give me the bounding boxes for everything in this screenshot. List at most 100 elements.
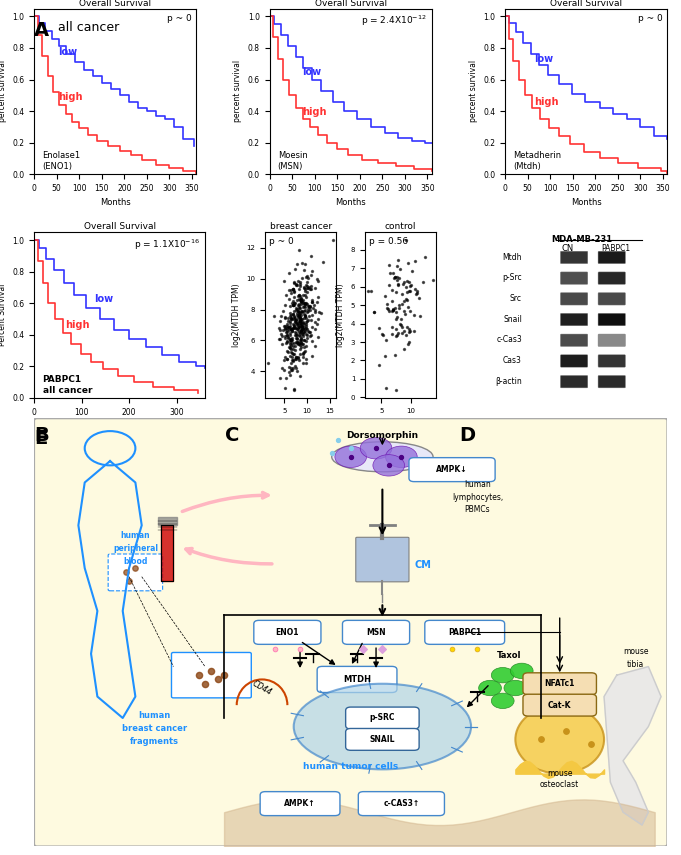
- Point: [289, 297, 300, 310]
- Point: [305, 283, 316, 297]
- Point: [377, 328, 388, 342]
- Point: [285, 333, 296, 346]
- Point: [280, 331, 291, 345]
- Point: [345, 441, 356, 455]
- Point: [302, 271, 313, 285]
- Point: [312, 272, 323, 286]
- Point: [399, 307, 410, 321]
- Text: peripheral: peripheral: [113, 544, 158, 553]
- Text: Mtdh: Mtdh: [503, 252, 522, 262]
- Ellipse shape: [332, 442, 433, 472]
- Text: E: E: [34, 429, 47, 448]
- Point: [285, 283, 296, 297]
- FancyBboxPatch shape: [409, 457, 495, 481]
- Point: [405, 325, 415, 339]
- Point: [296, 304, 306, 317]
- Point: [560, 724, 571, 738]
- FancyBboxPatch shape: [598, 313, 625, 326]
- Point: [287, 353, 298, 367]
- Text: PBMCs: PBMCs: [464, 505, 490, 515]
- Point: [295, 369, 306, 383]
- FancyBboxPatch shape: [598, 355, 625, 367]
- FancyBboxPatch shape: [317, 666, 397, 693]
- Point: [287, 298, 298, 312]
- Point: [274, 321, 285, 335]
- Point: [285, 316, 296, 330]
- Point: [283, 332, 294, 345]
- Point: [288, 294, 299, 308]
- Point: [302, 304, 313, 317]
- Point: [291, 333, 302, 346]
- Point: [289, 328, 300, 342]
- Ellipse shape: [294, 684, 471, 770]
- Point: [287, 282, 298, 296]
- Point: [298, 326, 308, 339]
- Point: [292, 309, 303, 322]
- Point: [278, 322, 289, 336]
- Text: PABPC1: PABPC1: [448, 628, 481, 637]
- Point: [291, 277, 302, 291]
- Point: [298, 293, 308, 307]
- Point: [285, 335, 296, 349]
- Text: human: human: [464, 480, 491, 489]
- Point: [289, 343, 300, 357]
- Point: [297, 305, 308, 319]
- Point: [290, 311, 301, 325]
- Point: [391, 328, 402, 342]
- Point: [392, 274, 402, 287]
- Point: [302, 268, 313, 282]
- Point: [280, 311, 291, 325]
- Text: NFATc1: NFATc1: [545, 679, 575, 688]
- Point: [419, 250, 430, 263]
- Point: [291, 315, 302, 329]
- Text: D: D: [460, 426, 476, 445]
- Text: Metadherin
(Mtdh): Metadherin (Mtdh): [513, 151, 561, 171]
- Point: [285, 328, 296, 342]
- Point: [300, 284, 311, 298]
- Point: [401, 274, 412, 288]
- Point: [392, 278, 403, 292]
- Point: [284, 339, 295, 353]
- Point: [279, 328, 290, 342]
- Point: [263, 356, 274, 369]
- Point: [405, 304, 415, 318]
- Point: [295, 348, 306, 362]
- Point: [392, 270, 402, 284]
- Text: human: human: [121, 531, 151, 540]
- Point: [293, 320, 304, 333]
- Point: [293, 274, 304, 287]
- Text: low: low: [94, 294, 113, 304]
- Point: [295, 643, 306, 657]
- Text: Dorsomorphin: Dorsomorphin: [347, 431, 418, 440]
- Point: [391, 285, 402, 298]
- Point: [290, 352, 301, 366]
- Point: [393, 298, 404, 312]
- Point: [281, 336, 292, 350]
- Point: [297, 346, 308, 360]
- Point: [297, 315, 308, 328]
- Point: [298, 326, 309, 339]
- Point: [392, 278, 403, 292]
- FancyBboxPatch shape: [523, 673, 597, 694]
- Point: [394, 302, 405, 315]
- Point: [380, 381, 391, 395]
- Point: [278, 304, 289, 317]
- Point: [393, 253, 404, 267]
- Point: [298, 299, 309, 313]
- Point: [294, 311, 305, 325]
- FancyBboxPatch shape: [34, 418, 667, 846]
- Point: [286, 331, 297, 345]
- Point: [298, 300, 308, 314]
- Point: [387, 327, 398, 340]
- Point: [291, 364, 302, 378]
- Title: breast cancer: breast cancer: [270, 222, 332, 232]
- Point: [306, 250, 317, 263]
- Point: [296, 292, 306, 305]
- Point: [301, 319, 312, 333]
- FancyBboxPatch shape: [358, 792, 445, 816]
- Point: [312, 317, 323, 331]
- Point: [279, 363, 290, 377]
- Point: [400, 292, 411, 306]
- Point: [386, 304, 397, 318]
- Point: [285, 357, 296, 370]
